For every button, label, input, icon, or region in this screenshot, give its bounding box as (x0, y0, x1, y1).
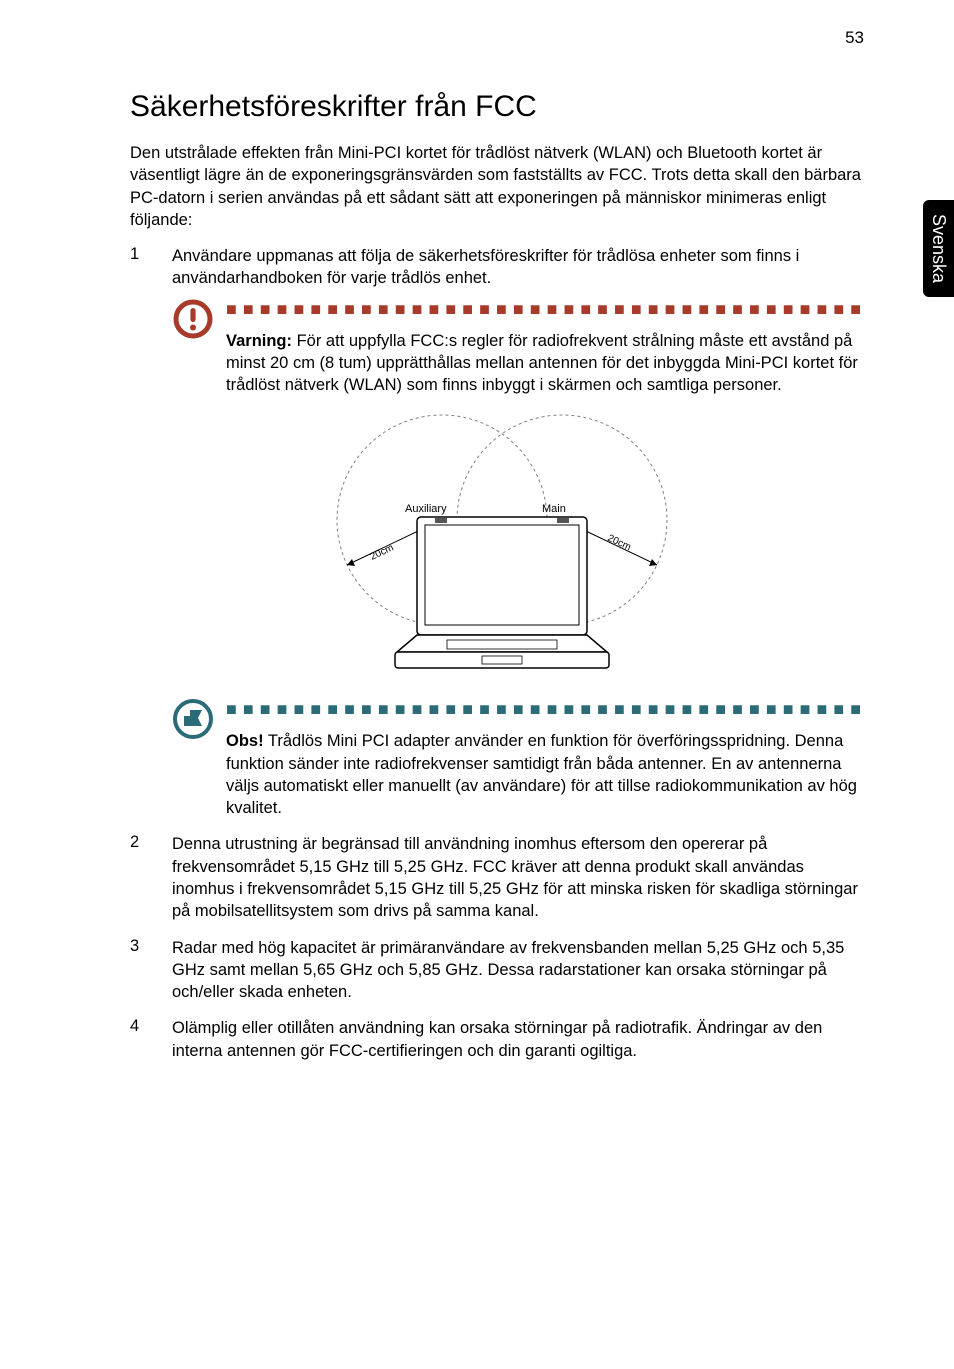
warning-body: För att uppfylla FCC:s regler för radiof… (226, 332, 858, 395)
note-divider: ■■■■■■■■■■■■■■■■■■■■■■■■■■■■■■■■■■■■■■■■… (226, 704, 864, 720)
warning-text: Varning: För att uppfylla FCC:s regler f… (226, 330, 864, 397)
list-item: 4 Olämplig eller otillåten användning ka… (130, 1017, 864, 1062)
main-label: Main (542, 503, 566, 515)
item-body: Användare uppmanas att följa de säkerhet… (172, 245, 864, 290)
warning-label: Varning: (226, 332, 292, 350)
item-number: 4 (130, 1017, 172, 1062)
warning-divider: ■■■■■■■■■■■■■■■■■■■■■■■■■■■■■■■■■■■■■■■■… (226, 304, 864, 320)
warning-icon (172, 298, 214, 345)
section-title: Säkerhetsföreskrifter från FCC (130, 90, 864, 124)
note-callout: ■■■■■■■■■■■■■■■■■■■■■■■■■■■■■■■■■■■■■■■■… (172, 704, 864, 819)
note-icon (172, 698, 214, 745)
item-body: Olämplig eller otillåten användning kan … (172, 1017, 864, 1062)
item-body: Denna utrustning är begränsad till använ… (172, 833, 864, 922)
language-tab: Svenska (923, 200, 954, 297)
warning-callout: ■■■■■■■■■■■■■■■■■■■■■■■■■■■■■■■■■■■■■■■■… (172, 304, 864, 397)
list-item: 3 Radar med hög kapacitet är primäranvän… (130, 937, 864, 1004)
page-number: 53 (845, 28, 864, 48)
list-item: 1 Användare uppmanas att följa de säkerh… (130, 245, 864, 290)
item-number: 2 (130, 833, 172, 922)
distance-right-label: 20cm (606, 533, 633, 553)
antenna-diagram: 20cm 20cm Auxiliary Main (287, 410, 707, 690)
distance-left-label: 20cm (369, 543, 396, 563)
note-label: Obs! (226, 732, 264, 750)
auxiliary-label: Auxiliary (405, 503, 447, 515)
intro-paragraph: Den utstrålade effekten från Mini-PCI ko… (130, 142, 864, 231)
list-item: 2 Denna utrustning är begränsad till anv… (130, 833, 864, 922)
note-body: Trådlös Mini PCI adapter använder en fun… (226, 732, 857, 817)
item-number: 3 (130, 937, 172, 1004)
item-body: Radar med hög kapacitet är primäranvända… (172, 937, 864, 1004)
item-number: 1 (130, 245, 172, 290)
note-text: Obs! Trådlös Mini PCI adapter använder e… (226, 730, 864, 819)
